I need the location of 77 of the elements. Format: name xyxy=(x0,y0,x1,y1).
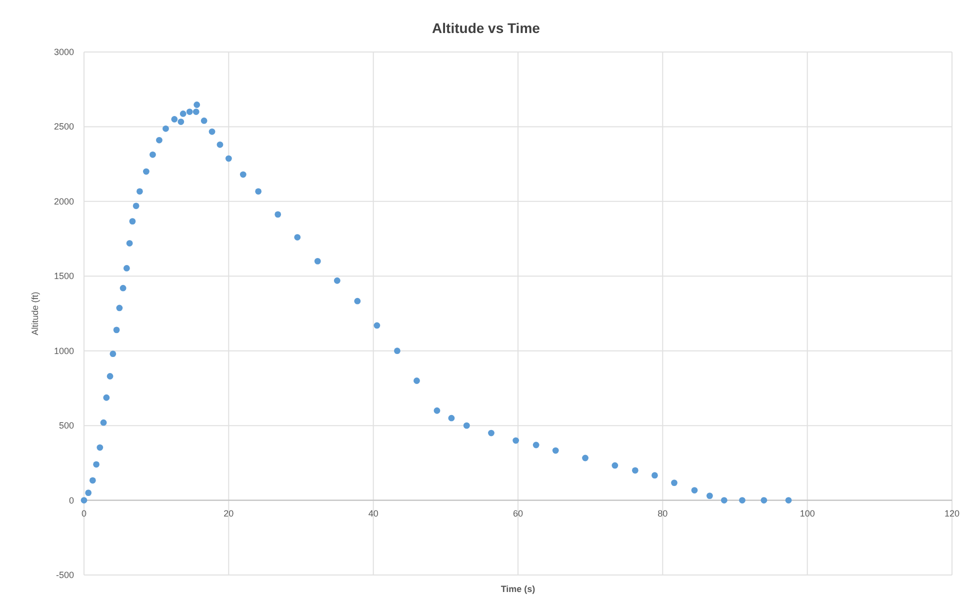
point xyxy=(274,211,282,218)
point xyxy=(126,240,133,246)
point xyxy=(240,171,246,178)
point xyxy=(156,136,162,144)
point xyxy=(110,350,116,358)
point xyxy=(186,108,193,115)
point xyxy=(314,258,321,264)
point xyxy=(720,497,728,504)
point xyxy=(216,141,224,148)
x-tick-label: 120 xyxy=(944,508,960,518)
point xyxy=(116,304,123,312)
y-tick-label: 2500 xyxy=(54,122,74,132)
point xyxy=(612,462,618,469)
point xyxy=(374,322,380,329)
x-tick-label: 80 xyxy=(658,508,668,518)
y-tick-label: 1000 xyxy=(54,346,74,356)
point xyxy=(103,394,110,401)
point xyxy=(394,348,400,354)
x-axis-title: Time (s) xyxy=(500,584,536,594)
y-tick-label: 2000 xyxy=(54,196,74,206)
point xyxy=(93,461,100,468)
point xyxy=(706,492,713,500)
point xyxy=(136,188,143,195)
point xyxy=(354,298,361,304)
point xyxy=(143,168,150,175)
point xyxy=(652,472,658,479)
point xyxy=(294,234,301,240)
point xyxy=(89,477,96,484)
point xyxy=(671,480,678,486)
point xyxy=(582,454,588,462)
x-tick-label: 100 xyxy=(800,508,815,518)
point xyxy=(414,378,420,384)
point xyxy=(96,444,104,451)
y-tick-label: 3000 xyxy=(54,47,74,57)
point xyxy=(178,118,184,125)
point xyxy=(106,373,114,380)
point xyxy=(194,102,200,108)
point xyxy=(192,108,200,115)
x-tick-label: 60 xyxy=(512,508,524,518)
y-tick-label: 1500 xyxy=(54,271,74,282)
point xyxy=(123,265,130,272)
point xyxy=(434,407,440,414)
point xyxy=(120,284,126,292)
point xyxy=(85,490,92,496)
point xyxy=(150,151,156,158)
x-tick-label: 40 xyxy=(368,508,378,518)
point xyxy=(632,467,638,474)
point xyxy=(532,442,540,448)
x-tick-label: 20 xyxy=(224,508,234,518)
point xyxy=(129,218,136,225)
chart-title: Altitude vs Time xyxy=(432,20,540,36)
point xyxy=(171,116,178,122)
point xyxy=(208,128,216,135)
point xyxy=(760,497,768,504)
y-tick-label: 0 xyxy=(68,495,74,506)
point xyxy=(132,202,140,210)
point xyxy=(512,437,520,444)
point xyxy=(552,447,559,454)
point xyxy=(739,497,746,504)
y-axis-title: Altitude (ft) xyxy=(30,292,40,336)
point xyxy=(180,110,186,117)
point xyxy=(691,487,698,494)
point xyxy=(463,422,470,429)
y-tick-label: -500 xyxy=(56,570,74,580)
point xyxy=(162,125,169,132)
point xyxy=(113,326,120,334)
point xyxy=(488,430,494,436)
point xyxy=(448,414,455,422)
point xyxy=(200,118,208,124)
point xyxy=(80,497,88,504)
point xyxy=(255,188,262,195)
point xyxy=(225,155,232,162)
x-tick-label: 0 xyxy=(81,508,87,518)
y-tick-label: 500 xyxy=(58,420,74,431)
point xyxy=(100,419,107,426)
point xyxy=(785,497,792,504)
point xyxy=(334,277,340,284)
